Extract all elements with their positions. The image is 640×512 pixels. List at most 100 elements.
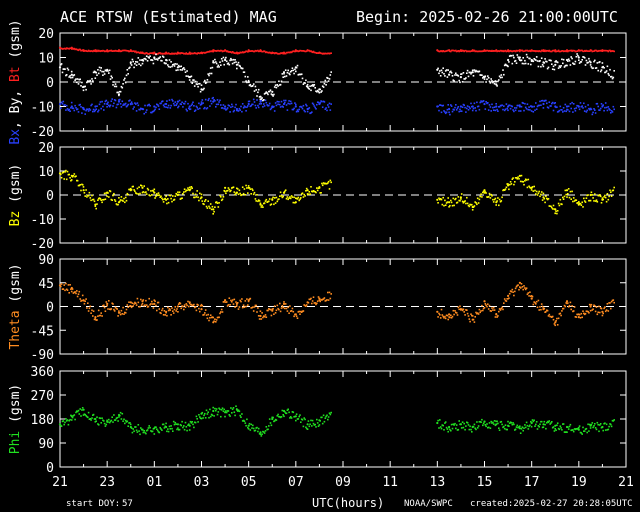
x-tick-label: 17 (524, 475, 540, 490)
data-point-bt (585, 49, 588, 52)
data-point-bx (91, 103, 93, 106)
data-point-bt (183, 52, 186, 55)
data-point-by (191, 82, 193, 84)
data-point-bt (134, 51, 136, 53)
data-point-phi (65, 420, 68, 422)
data-point-by (78, 78, 81, 81)
data-point-bz (316, 189, 319, 192)
data-point-by (75, 78, 77, 80)
data-marker-bz (212, 208, 215, 211)
data-point-bz (501, 196, 503, 199)
data-point-theta (94, 318, 97, 320)
data-point-theta (508, 297, 510, 299)
data-marker-theta (495, 313, 498, 316)
data-point-bz (259, 202, 262, 205)
data-point-theta (263, 315, 266, 318)
data-point-by (611, 77, 614, 80)
data-point-bz (518, 178, 520, 180)
data-point-bx (120, 106, 123, 108)
data-point-by (578, 59, 580, 61)
data-point-phi (182, 426, 184, 429)
data-point-phi (520, 428, 523, 430)
data-point-theta (115, 307, 118, 310)
data-point-phi (604, 422, 606, 424)
data-point-theta (599, 311, 601, 314)
data-point-bx (305, 103, 307, 106)
data-point-bx (158, 108, 161, 110)
data-marker-theta (200, 308, 203, 311)
data-point-phi (225, 410, 227, 412)
data-point-bz (476, 197, 479, 200)
data-point-by (600, 69, 603, 71)
data-point-theta (562, 307, 565, 310)
data-point-phi (593, 425, 595, 427)
data-point-by (104, 69, 107, 71)
data-marker-by (554, 63, 557, 66)
data-point-bx (537, 104, 540, 107)
data-point-bt (529, 49, 531, 52)
data-point-phi (583, 430, 585, 432)
data-point-bt (106, 50, 108, 53)
data-point-bt (289, 51, 292, 53)
data-point-theta (137, 301, 140, 304)
data-point-phi (193, 426, 195, 429)
data-point-theta (220, 311, 222, 313)
data-point-bz (189, 188, 192, 190)
data-point-phi (272, 416, 274, 419)
data-point-bx (498, 106, 501, 108)
data-point-theta (311, 302, 313, 305)
data-point-phi (519, 425, 521, 427)
data-point-phi (476, 421, 478, 423)
data-point-phi (81, 407, 84, 409)
data-point-by (194, 80, 197, 83)
data-point-by (169, 66, 172, 68)
data-point-phi (534, 425, 536, 427)
data-point-theta (161, 307, 164, 310)
data-point-phi (295, 419, 297, 422)
data-point-bz (456, 201, 459, 204)
data-point-phi (572, 430, 575, 433)
data-point-phi (544, 423, 546, 426)
data-point-theta (311, 300, 314, 302)
data-marker-phi (235, 408, 238, 411)
data-point-phi (227, 410, 230, 412)
data-point-bx (224, 107, 226, 110)
data-point-by (165, 62, 167, 65)
data-point-bx (584, 105, 587, 108)
data-point-bx (201, 99, 204, 101)
data-point-bz (109, 190, 112, 193)
data-point-phi (89, 418, 92, 420)
data-point-phi (86, 415, 88, 418)
data-point-bx (465, 111, 467, 113)
data-point-by (149, 55, 151, 57)
data-point-theta (301, 310, 304, 313)
data-point-bx (281, 105, 284, 108)
data-point-by (492, 80, 495, 83)
data-point-theta (72, 292, 75, 294)
data-point-bz (200, 193, 203, 196)
data-point-theta (265, 316, 268, 318)
data-point-bz (147, 189, 150, 191)
data-point-bt (524, 49, 527, 52)
data-point-phi (97, 424, 100, 426)
data-marker-bx (483, 102, 486, 106)
data-marker-theta (601, 310, 604, 313)
data-point-bz (140, 184, 142, 187)
data-point-bt (257, 49, 259, 52)
data-point-bx (88, 108, 91, 110)
data-point-bz (446, 201, 449, 203)
data-marker-theta (176, 305, 179, 308)
data-point-bx (249, 105, 252, 108)
data-point-bz (497, 197, 499, 199)
data-marker-theta (554, 321, 557, 324)
data-point-phi (588, 430, 590, 432)
data-point-phi (506, 428, 508, 431)
data-point-phi (73, 414, 76, 416)
data-point-bz (242, 192, 245, 195)
data-marker-bt (165, 51, 168, 54)
data-point-phi (281, 409, 284, 412)
data-point-bx (308, 107, 311, 109)
data-point-by (278, 80, 280, 83)
y-tick-label: -10 (31, 101, 54, 116)
data-point-bt (98, 50, 101, 52)
